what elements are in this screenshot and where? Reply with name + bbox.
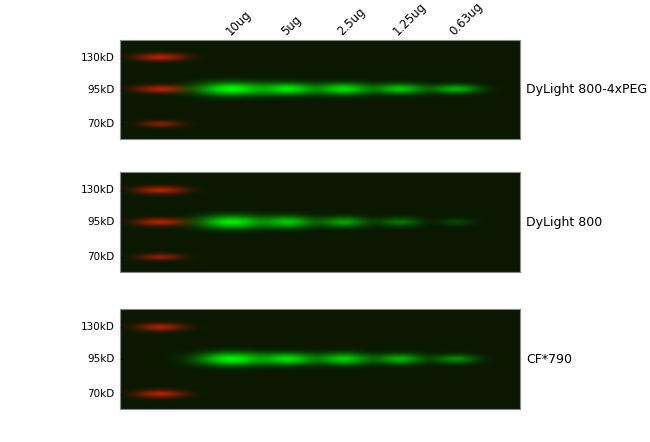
Text: 1.25ug: 1.25ug xyxy=(391,0,429,38)
Text: 70kD: 70kD xyxy=(87,389,114,399)
Text: 70kD: 70kD xyxy=(87,119,114,130)
Text: 95kD: 95kD xyxy=(87,354,114,364)
Text: 95kD: 95kD xyxy=(87,217,114,227)
Text: 5ug: 5ug xyxy=(279,12,304,38)
Text: 2.5ug: 2.5ug xyxy=(335,4,368,38)
Text: 130kD: 130kD xyxy=(81,185,114,195)
Text: DyLight 800: DyLight 800 xyxy=(526,216,603,229)
Text: 130kD: 130kD xyxy=(81,53,114,63)
Text: CF*790: CF*790 xyxy=(526,353,572,366)
Text: DyLight 800-4xPEG: DyLight 800-4xPEG xyxy=(526,83,647,96)
Text: 10ug: 10ug xyxy=(223,7,254,38)
Text: 130kD: 130kD xyxy=(81,322,114,332)
Text: 70kD: 70kD xyxy=(87,252,114,262)
Text: 0.63ug: 0.63ug xyxy=(447,0,485,38)
Text: 95kD: 95kD xyxy=(87,84,114,95)
